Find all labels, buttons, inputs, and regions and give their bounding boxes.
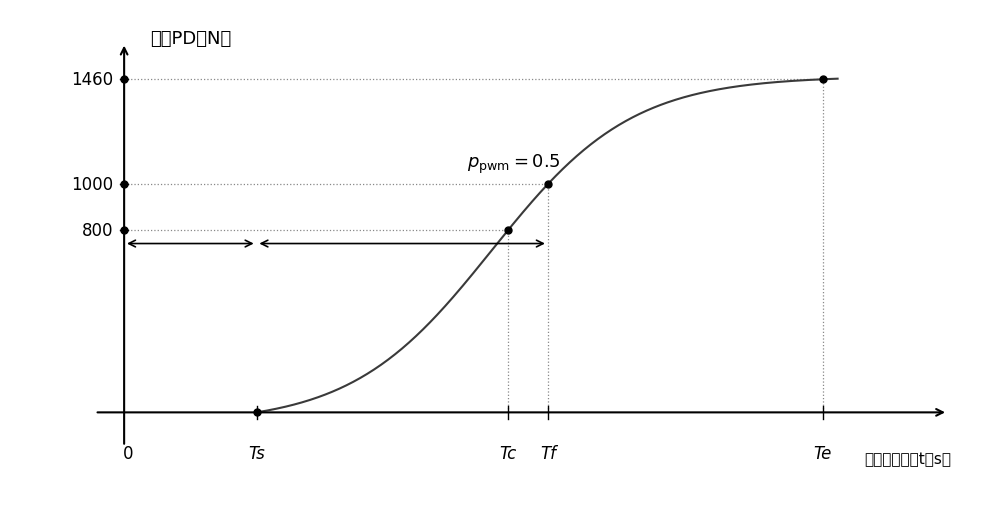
Text: 0: 0	[123, 444, 133, 462]
Text: 调试下压时间t（s）: 调试下压时间t（s）	[865, 451, 952, 466]
Text: Te: Te	[814, 444, 832, 462]
Text: Ts: Ts	[248, 444, 265, 462]
Text: 1000: 1000	[71, 176, 113, 194]
Text: 1460: 1460	[71, 71, 113, 89]
Text: 800: 800	[82, 221, 113, 239]
Text: $p_{\mathrm{pwm}}=0.5$: $p_{\mathrm{pwm}}=0.5$	[467, 153, 561, 176]
Text: Tc: Tc	[500, 444, 517, 462]
Text: 压力PD（N）: 压力PD（N）	[150, 30, 231, 48]
Text: Tf: Tf	[540, 444, 556, 462]
